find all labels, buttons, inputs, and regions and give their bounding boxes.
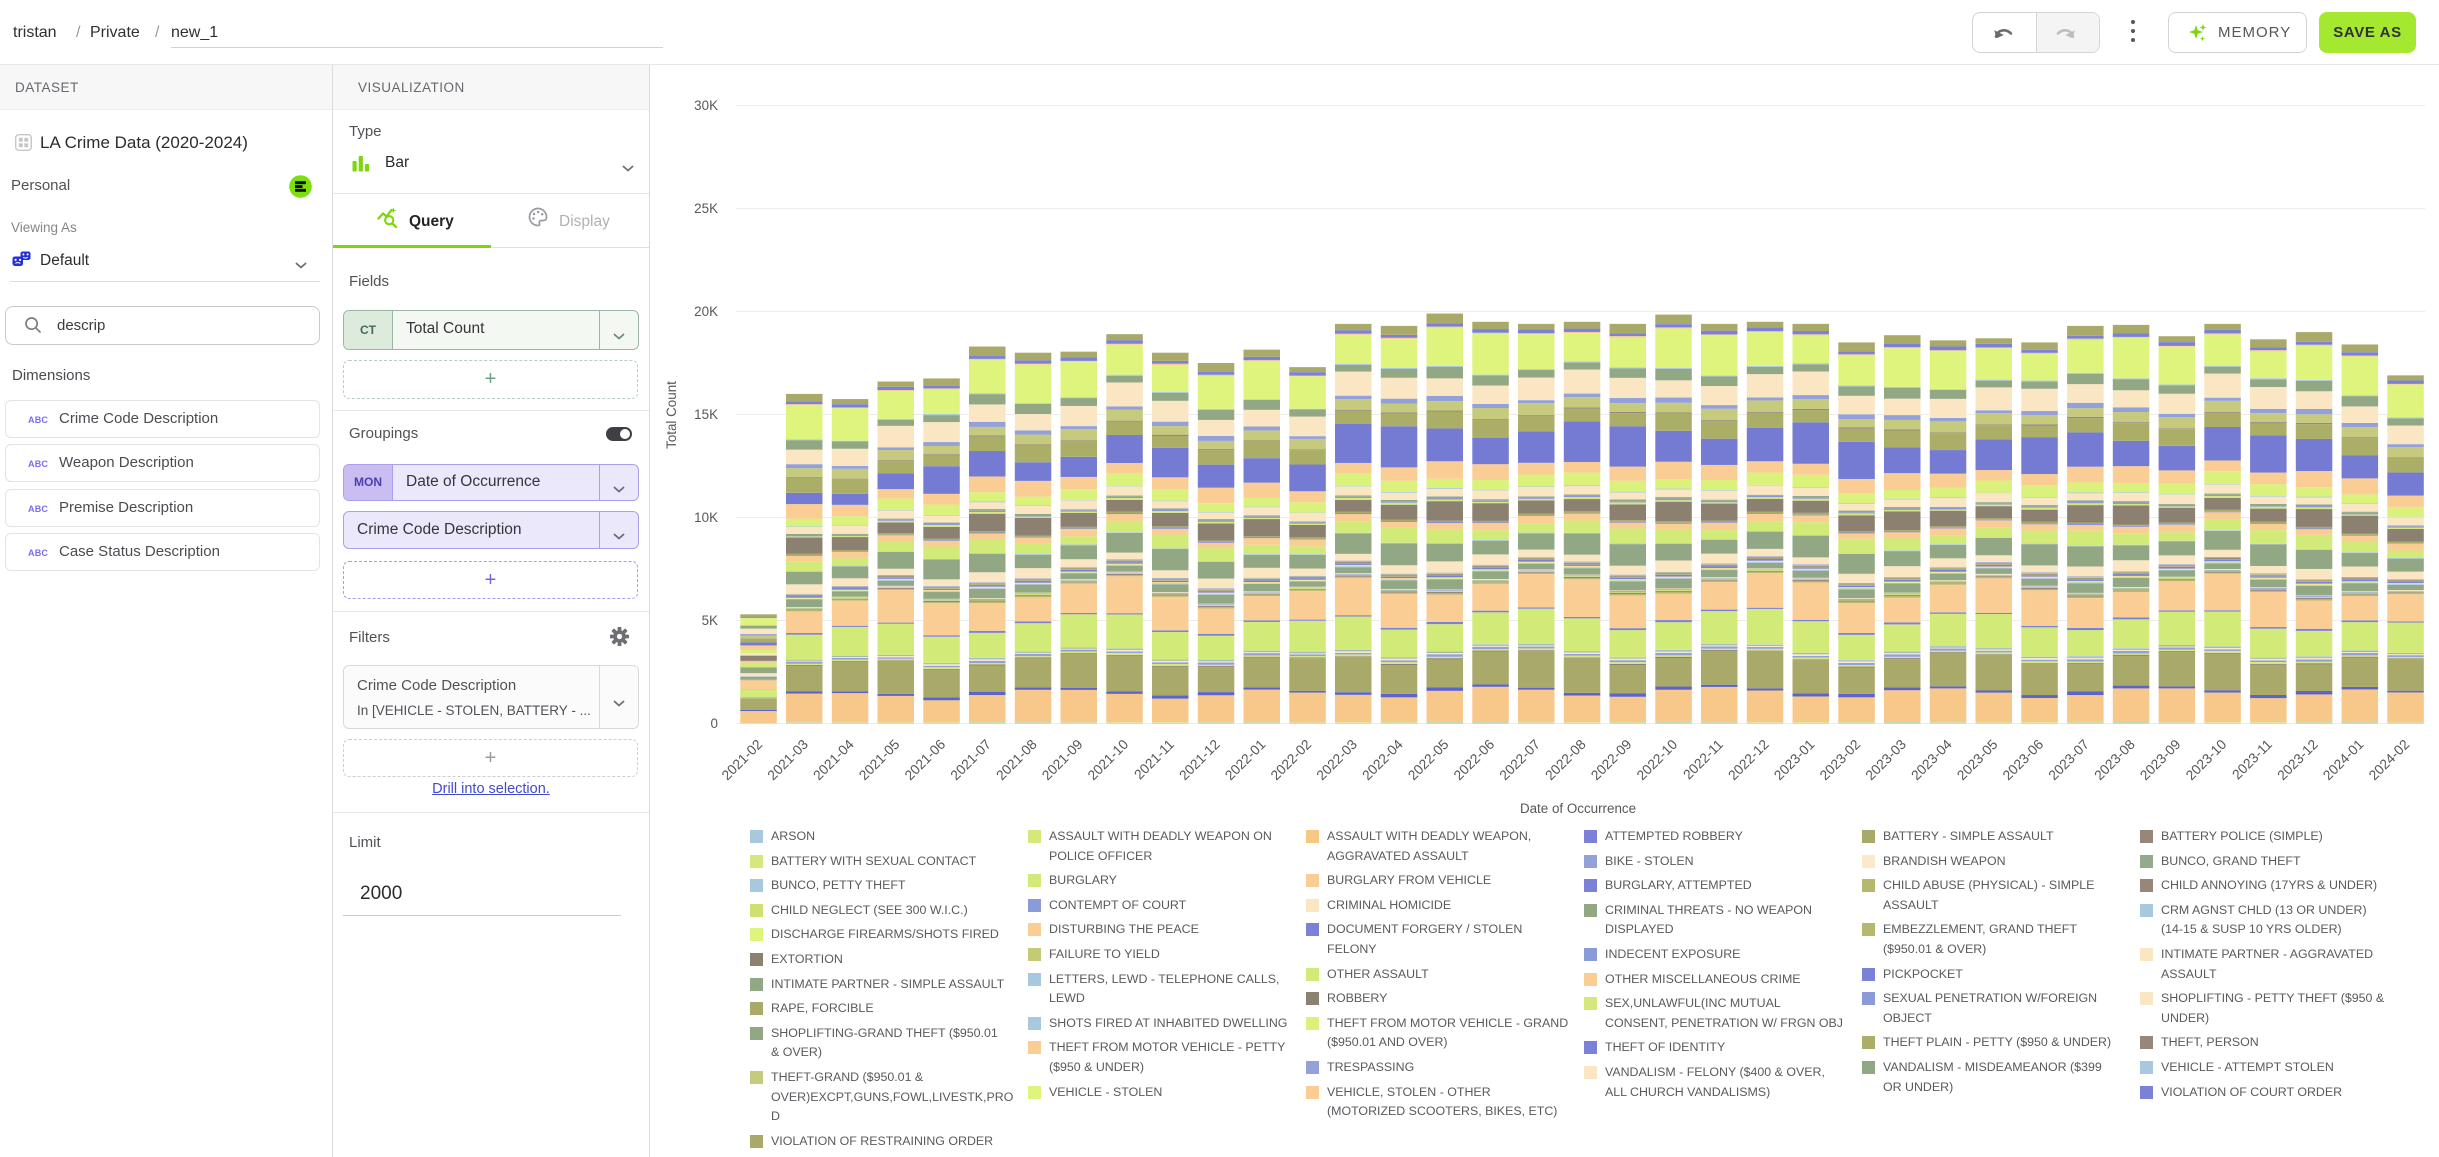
svg-text:30K: 30K <box>694 98 718 113</box>
svg-text:2022-05: 2022-05 <box>1405 736 1452 783</box>
svg-text:2022-01: 2022-01 <box>1222 737 1268 783</box>
svg-text:2022-08: 2022-08 <box>1542 736 1589 783</box>
svg-text:2023-09: 2023-09 <box>2137 736 2184 783</box>
svg-text:2023-11: 2023-11 <box>2229 737 2275 783</box>
svg-text:2021-05: 2021-05 <box>856 736 903 783</box>
svg-text:2023-06: 2023-06 <box>2000 736 2047 783</box>
svg-text:2022-02: 2022-02 <box>1268 737 1314 783</box>
svg-text:2023-01: 2023-01 <box>1771 737 1817 783</box>
svg-text:Date of Occurrence: Date of Occurrence <box>1520 801 1636 816</box>
svg-text:2022-11: 2022-11 <box>1680 737 1726 783</box>
svg-text:2022-09: 2022-09 <box>1588 736 1635 783</box>
svg-text:2024-01: 2024-01 <box>2320 737 2366 783</box>
svg-text:2021-10: 2021-10 <box>1085 736 1132 783</box>
svg-text:2023-05: 2023-05 <box>1954 736 2001 783</box>
svg-text:2021-02: 2021-02 <box>719 737 765 783</box>
svg-text:20K: 20K <box>694 304 718 319</box>
svg-text:2021-11: 2021-11 <box>1131 737 1177 783</box>
svg-text:2023-03: 2023-03 <box>1863 736 1910 783</box>
svg-text:5K: 5K <box>702 613 718 628</box>
svg-text:2023-02: 2023-02 <box>1817 737 1863 783</box>
svg-text:2021-03: 2021-03 <box>765 736 812 783</box>
svg-text:2023-07: 2023-07 <box>2046 737 2092 783</box>
svg-text:2021-04: 2021-04 <box>810 736 857 783</box>
svg-text:2022-12: 2022-12 <box>1725 737 1771 783</box>
svg-text:2021-07: 2021-07 <box>948 737 994 783</box>
svg-text:2021-08: 2021-08 <box>993 736 1040 783</box>
svg-text:2021-06: 2021-06 <box>902 736 949 783</box>
svg-text:2024-02: 2024-02 <box>2366 737 2412 783</box>
svg-text:10K: 10K <box>694 510 718 525</box>
svg-text:2021-12: 2021-12 <box>1176 737 1222 783</box>
svg-text:2023-12: 2023-12 <box>2274 737 2320 783</box>
svg-text:2022-04: 2022-04 <box>1359 736 1406 783</box>
svg-text:2021-09: 2021-09 <box>1039 736 1086 783</box>
svg-text:15K: 15K <box>694 407 718 422</box>
svg-text:2023-08: 2023-08 <box>2091 736 2138 783</box>
svg-text:2023-10: 2023-10 <box>2183 736 2230 783</box>
svg-text:2022-10: 2022-10 <box>1634 736 1681 783</box>
svg-text:2022-03: 2022-03 <box>1314 736 1361 783</box>
svg-text:2023-04: 2023-04 <box>1908 736 1955 783</box>
svg-text:2022-07: 2022-07 <box>1497 737 1543 783</box>
svg-text:Total Count: Total Count <box>664 381 679 449</box>
svg-text:2022-06: 2022-06 <box>1451 736 1498 783</box>
svg-text:0: 0 <box>711 716 718 731</box>
svg-text:25K: 25K <box>694 201 718 216</box>
